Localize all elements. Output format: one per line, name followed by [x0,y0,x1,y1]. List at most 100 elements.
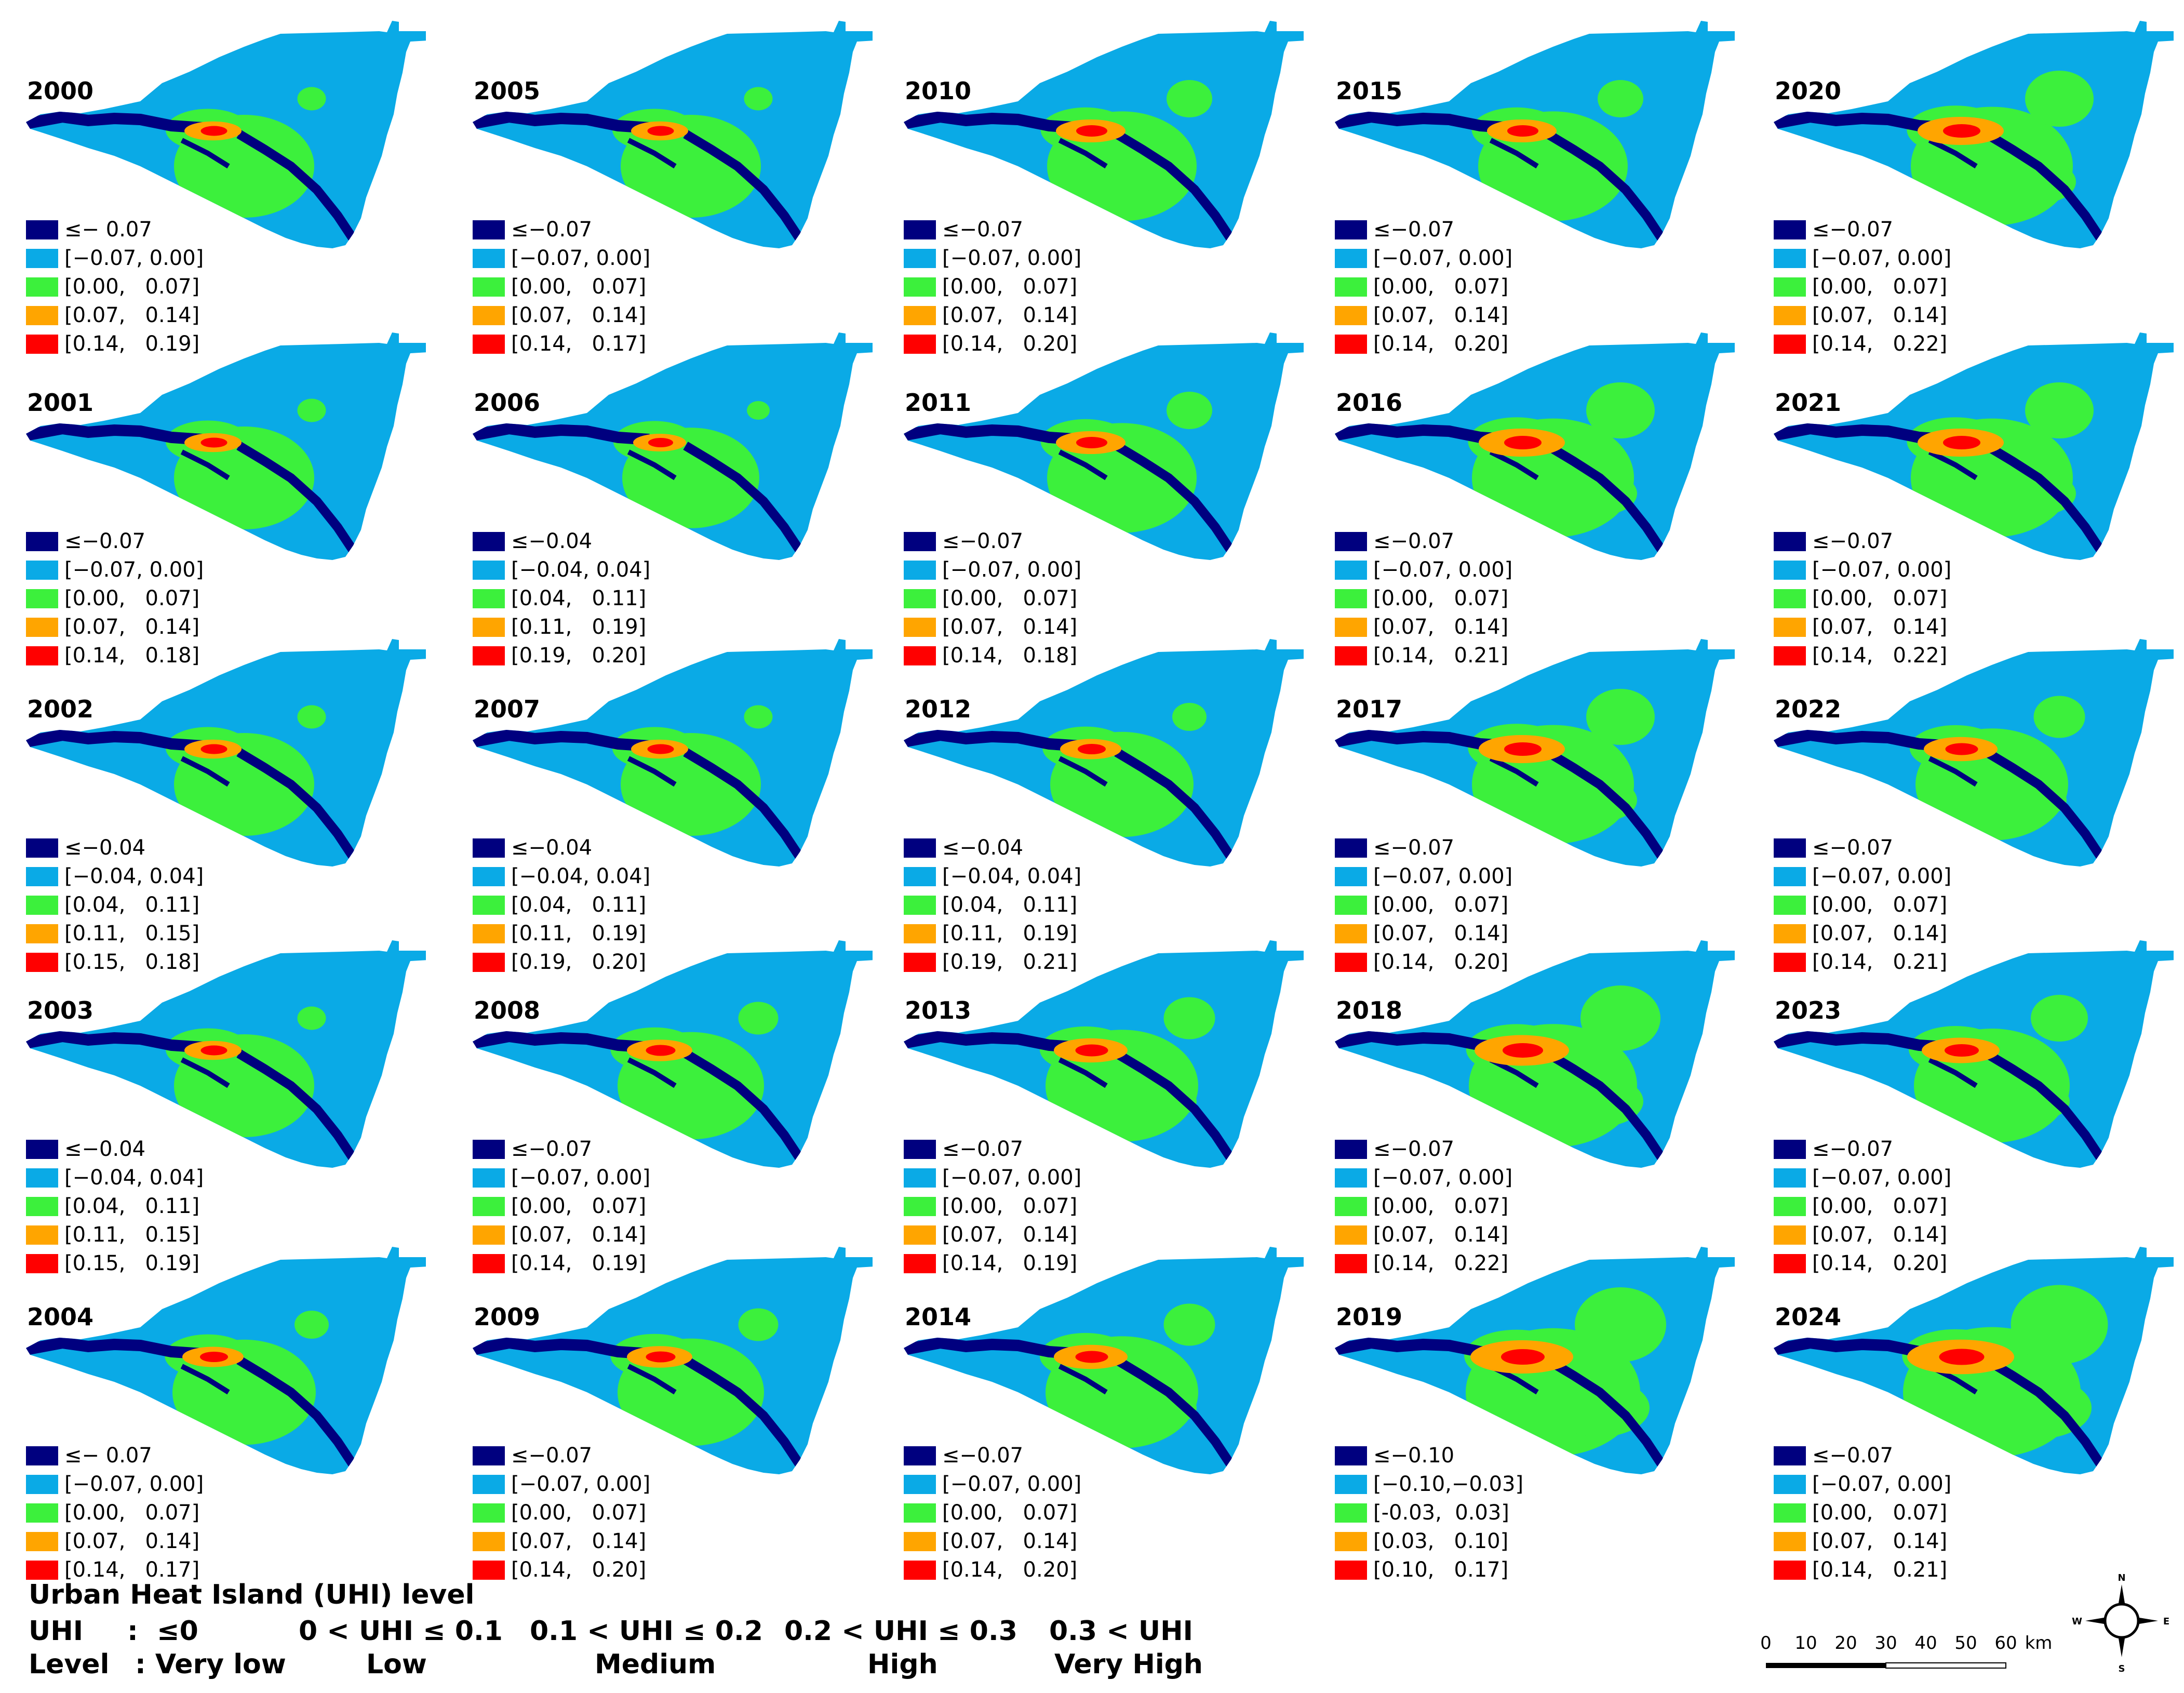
legend-row-medium: [0.00, 0.07] [1335,891,1512,919]
legend-swatch [26,838,58,858]
legend-row-very-high: [0.14, 0.20] [1335,948,1512,977]
legend-row-medium: [0.00, 0.07] [26,584,204,613]
legend-swatch [473,277,505,297]
uhi-map-2011 [904,332,1304,560]
panel-legend: ≤−0.07 [−0.07, 0.00] [0.00, 0.07] [0.07, 0.… [473,216,650,358]
legend-row-low: [−0.07, 0.00] [26,244,204,273]
legend-swatch [26,953,58,972]
legend-swatch [904,561,936,580]
legend-range-label: [0.07, 0.14] [942,303,1078,327]
legend-row-high: [0.07, 0.14] [473,1221,650,1249]
panel-year-label: 2015 [1336,77,1403,105]
compass-e-label: E [2163,1616,2169,1627]
legend-range-label: [0.04, 0.11] [64,1194,200,1218]
legend-swatch [473,561,505,580]
legend-range-label: [0.00, 0.07] [511,1501,647,1525]
panel-legend: ≤−0.04 [−0.04, 0.04] [0.04, 0.11] [0.11, 0.… [26,834,204,977]
legend-range-label: [−0.07, 0.00] [942,558,1082,582]
legend-swatch [904,1561,936,1580]
legend-range-label: [0.00, 0.07] [1812,893,1948,917]
legend-range-label: ≤−0.07 [942,1444,1024,1468]
legend-swatch [26,1140,58,1159]
legend-range-label: [−0.07, 0.00] [1373,1166,1513,1190]
legend-row-very-high: [0.19, 0.21] [904,948,1081,977]
uhi-key-title: Urban Heat Island (UHI) level [29,1579,475,1610]
legend-range-label: [−0.07, 0.00] [1812,864,1952,888]
panel-legend: ≤−0.07 [−0.07, 0.00] [0.00, 0.07] [0.07, 0.… [904,527,1081,670]
panel-year-label: 2019 [1336,1303,1403,1331]
legend-swatch [1335,1561,1367,1580]
legend-swatch [26,924,58,943]
legend-range-label: [0.07, 0.14] [1812,1529,1948,1553]
legend-range-label: [0.14, 0.19] [64,332,200,356]
legend-range-label: ≤−0.07 [1812,1137,1894,1161]
legend-swatch [473,867,505,886]
legend-row-very-high: [0.14, 0.21] [1774,948,1951,977]
legend-swatch [1335,1197,1367,1216]
uhi-map-2024 [1774,1247,2174,1474]
legend-row-very-low: ≤−0.07 [1335,527,1512,556]
legend-row-very-high: [0.14, 0.20] [1335,330,1512,358]
legend-range-label: [0.00, 0.07] [1373,586,1509,610]
legend-row-very-low: ≤−0.07 [1335,216,1512,244]
legend-swatch [1774,532,1806,551]
legend-row-low: [−0.10,−0.03] [1335,1470,1523,1499]
legend-row-medium: [0.00, 0.07] [1774,273,1951,301]
legend-row-medium: [0.00, 0.07] [473,273,650,301]
legend-swatch [904,277,936,297]
legend-range-label: [0.19, 0.21] [942,950,1078,974]
legend-row-high: [0.03, 0.10] [1335,1527,1523,1556]
legend-range-label: [0.00, 0.07] [1373,893,1509,917]
legend-swatch [1335,1225,1367,1245]
map-panel-2002: 2002 ≤−0.04 [−0.04, 0.04] [0.04, 0.11] [0.11… [0,629,426,974]
uhi-row-label: UHI [29,1616,84,1647]
legend-row-very-low: ≤−0.07 [904,216,1081,244]
legend-range-label: [−0.07, 0.00] [511,1472,651,1496]
legend-range-label: [0.07, 0.14] [1373,922,1509,945]
legend-row-medium: [0.00, 0.07] [1774,891,1951,919]
legend-range-label: [0.10, 0.17] [1373,1558,1509,1582]
panel-legend: ≤−0.07 [−0.07, 0.00] [0.00, 0.07] [0.07, 0.… [1335,527,1512,670]
legend-range-label: [0.14, 0.19] [942,1251,1078,1275]
legend-swatch [26,589,58,608]
scale-tick-10: 10 [1794,1633,1817,1654]
map-panel-2010: 2010 ≤−0.07 [−0.07, 0.00] [0.00, 0.07] [0.07… [878,10,1304,356]
legend-range-label: [0.14, 0.22] [1812,644,1948,668]
scale-tick-30: 30 [1874,1633,1897,1654]
legend-row-high: [0.07, 0.14] [26,1527,204,1556]
legend-range-label: [−0.04, 0.04] [511,864,651,888]
legend-row-very-high: [0.14, 0.20] [1774,1249,1951,1278]
legend-range-label: [0.00, 0.07] [1812,1501,1948,1525]
legend-swatch [904,1446,936,1465]
legend-row-low: [−0.07, 0.00] [26,556,204,584]
map-panel-2000: 2000 ≤− 0.07 [−0.07, 0.00] [0.00, 0.07] [0.0… [0,10,426,356]
legend-swatch [1335,335,1367,354]
legend-swatch [904,1225,936,1245]
legend-range-label: ≤−0.07 [64,529,146,553]
panel-year-label: 2016 [1336,389,1403,417]
legend-row-very-low: ≤−0.07 [1335,834,1512,862]
uhi-map-2023 [1774,940,2174,1168]
scale-tick-40: 40 [1914,1633,1937,1654]
legend-range-label: [0.14, 0.20] [1373,950,1509,974]
scale-bar-graphic [1766,1662,2006,1669]
map-panel-2001: 2001 ≤−0.07 [−0.07, 0.00] [0.00, 0.07] [0.07… [0,322,426,668]
uhi-map-2009 [473,1247,873,1474]
compass-n-label: N [2118,1572,2125,1583]
legend-swatch [1774,277,1806,297]
legend-range-label: [−0.07, 0.00] [942,246,1082,270]
panel-year-label: 2008 [474,996,541,1024]
legend-range-label: [0.14, 0.19] [511,1251,647,1275]
legend-row-very-high: [0.14, 0.17] [473,330,650,358]
legend-row-medium: [0.00, 0.07] [904,584,1081,613]
legend-range-label: ≤−0.04 [511,836,593,860]
uhi-level-high: High [867,1649,938,1680]
legend-swatch [904,1254,936,1273]
legend-swatch [904,1197,936,1216]
uhi-map-2017 [1335,639,1735,867]
uhi-level-medium: Medium [595,1649,716,1680]
legend-row-high: [0.07, 0.14] [904,301,1081,330]
legend-row-high: [0.11, 0.19] [473,919,650,948]
legend-row-low: [−0.07, 0.00] [1335,862,1512,891]
legend-row-medium: [0.00, 0.07] [904,273,1081,301]
